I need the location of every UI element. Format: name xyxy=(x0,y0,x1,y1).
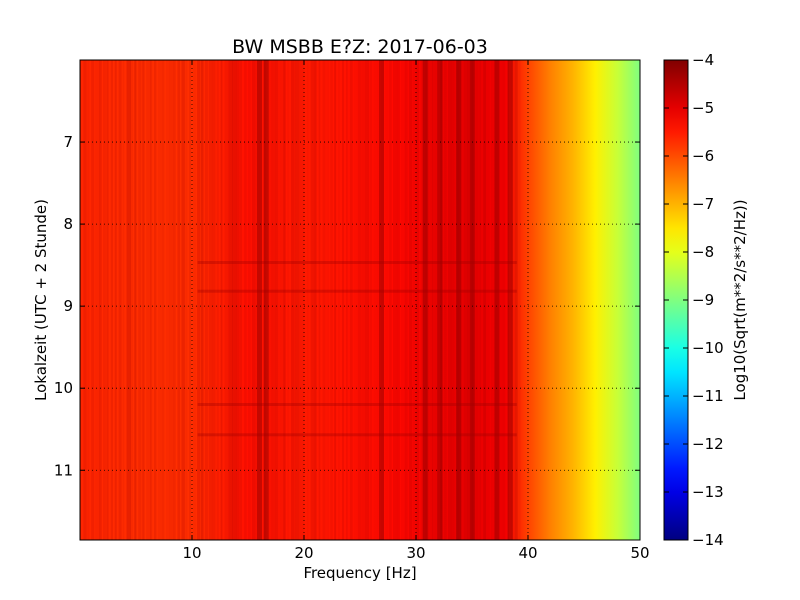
colorbar-tick-label: −4 xyxy=(692,51,714,69)
colorbar-tick-label: −10 xyxy=(692,339,724,357)
colorbar-label: Log10(Sqrt(m**2/s**2/Hz)) xyxy=(731,199,749,400)
colorbar-tick-label: −7 xyxy=(692,195,714,213)
y-axis-ticks: 7 8 9 10 11 xyxy=(54,133,640,479)
x-tick-label: 50 xyxy=(630,544,649,562)
y-tick-label: 11 xyxy=(54,461,73,479)
y-tick-label: 7 xyxy=(63,133,73,151)
x-tick-label: 10 xyxy=(182,544,201,562)
colorbar-tick-label: −12 xyxy=(692,435,724,453)
colorbar-tick-label: −11 xyxy=(692,387,724,405)
spectrogram-stripes xyxy=(83,60,521,540)
colorbar-tick-label: −6 xyxy=(692,147,714,165)
grid-lines xyxy=(80,60,640,540)
colorbar-tick-label: −14 xyxy=(692,531,724,549)
y-axis-label: Lokalzeit (UTC + 2 Stunde) xyxy=(32,199,50,401)
plot-area xyxy=(79,59,641,541)
chart-title: BW MSBB E?Z: 2017-06-03 xyxy=(232,36,488,58)
x-axis-label: Frequency [Hz] xyxy=(303,564,416,582)
x-tick-label: 30 xyxy=(406,544,425,562)
y-tick-label: 9 xyxy=(63,297,73,315)
colorbar-ticks: −4 −5 −6 −7 −8 −9 −10 −11 −12 −13 −14 xyxy=(664,51,724,549)
plot-frame xyxy=(79,59,641,541)
colorbar-tick-label: −9 xyxy=(692,291,714,309)
y-tick-label: 8 xyxy=(63,215,73,233)
colorbar: −4 −5 −6 −7 −8 −9 −10 −11 −12 −13 −14 Log10(Sqrt(m… xyxy=(663,51,749,549)
colorbar-tick-label: −5 xyxy=(692,99,714,117)
x-tick-label: 40 xyxy=(518,544,537,562)
colorbar-tick-label: −8 xyxy=(692,243,714,261)
y-tick-label: 10 xyxy=(54,379,73,397)
spectrogram-heatmap xyxy=(80,60,640,540)
x-tick-label: 20 xyxy=(294,544,313,562)
colorbar-tick-label: −13 xyxy=(692,483,724,501)
x-axis-ticks: 10 20 30 40 50 xyxy=(182,60,650,562)
spectrogram-time-bands xyxy=(197,261,517,437)
